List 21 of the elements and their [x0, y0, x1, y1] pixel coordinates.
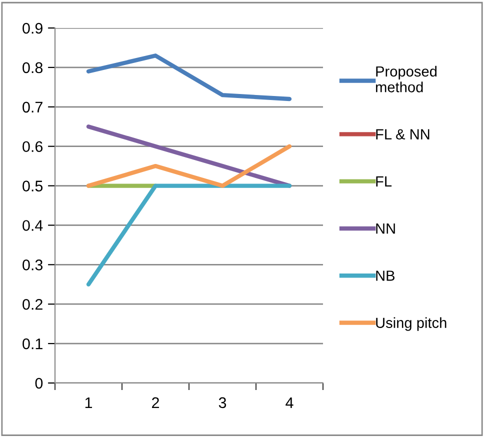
- legend-label: Using pitch: [376, 317, 446, 331]
- legend-label: Proposed method: [376, 66, 437, 92]
- x-tick-label: 4: [286, 397, 294, 408]
- legend-label: NB: [376, 270, 395, 281]
- y-tick-label: 0.8: [22, 62, 43, 74]
- legend-label: FL & NN: [376, 129, 430, 140]
- y-tick-label: 0.9: [22, 22, 42, 34]
- x-tick-label: 2: [152, 397, 159, 408]
- y-tick-label: 0.3: [22, 260, 43, 270]
- line-series: [86, 54, 292, 102]
- legend-label: NN: [376, 224, 395, 234]
- y-tick-label: 0.2: [22, 298, 42, 310]
- legend-label: FL: [376, 176, 392, 186]
- x-tick-label: 3: [218, 397, 226, 408]
- y-tick-label: 0: [35, 378, 43, 389]
- y-tick-label: 0.4: [22, 220, 43, 231]
- y-tick-label: 0.5: [22, 180, 43, 192]
- y-tick-label: 0.1: [22, 338, 42, 350]
- x-tick-label: 1: [85, 397, 92, 408]
- y-tick-label: 0.7: [22, 102, 42, 113]
- y-tick-label: 0.6: [22, 141, 43, 152]
